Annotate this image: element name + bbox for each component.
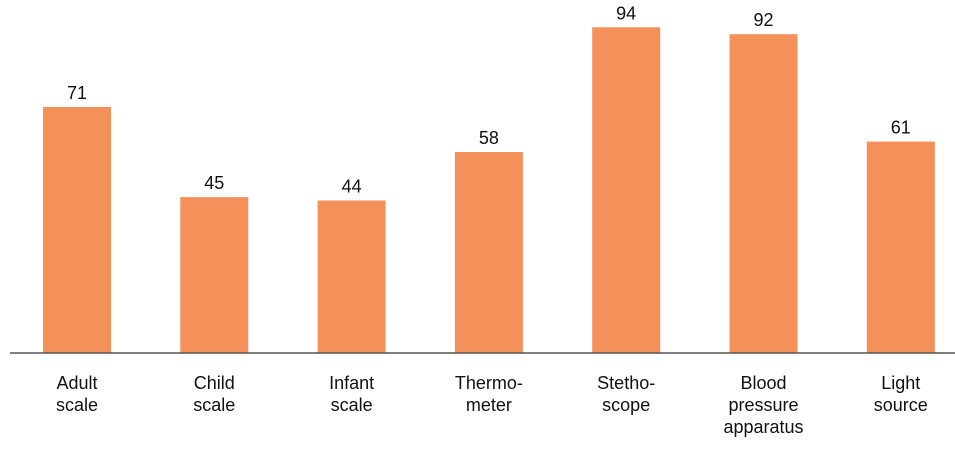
category-label-line: Blood xyxy=(740,373,786,393)
category-label-line: meter xyxy=(466,395,512,415)
bar xyxy=(317,200,386,353)
bars-group xyxy=(43,27,935,354)
category-label-line: Infant xyxy=(329,373,374,393)
category-label: Infant scale xyxy=(329,373,374,415)
category-label-line: pressure xyxy=(728,395,798,415)
category-label: Stetho-scope xyxy=(597,373,655,415)
bar-value-label: 92 xyxy=(753,10,773,30)
category-label-line: scope xyxy=(602,395,650,415)
bar xyxy=(454,152,523,353)
bar-value-label: 71 xyxy=(67,83,87,103)
bar-value-label: 45 xyxy=(204,173,224,193)
bar-value-label: 61 xyxy=(891,118,911,138)
bar-value-label: 94 xyxy=(616,3,636,23)
category-label-line: Child xyxy=(194,373,235,393)
bar-value-label: 44 xyxy=(342,177,362,197)
category-label-line: Stetho- xyxy=(597,373,655,393)
category-label-line: source xyxy=(874,395,928,415)
category-label: Thermo-meter xyxy=(455,373,523,415)
category-label-line: scale xyxy=(331,395,373,415)
category-label: Blood pressure apparatus xyxy=(723,373,803,437)
category-label-line: Light xyxy=(881,373,920,393)
category-label-line: scale xyxy=(193,395,235,415)
bar xyxy=(729,34,798,353)
category-label: Child scale xyxy=(193,373,235,415)
category-label: Adult scale xyxy=(56,373,98,415)
category-label-line: Thermo- xyxy=(455,373,523,393)
category-label-line: scale xyxy=(56,395,98,415)
bar xyxy=(866,141,935,353)
category-label-line: Adult xyxy=(56,373,97,393)
category-label: Light source xyxy=(874,373,928,415)
value-labels-group: 71 45 44 58 94 92 61 xyxy=(67,3,911,196)
bar xyxy=(592,27,661,354)
bar-value-label: 58 xyxy=(479,128,499,148)
bar xyxy=(180,197,249,353)
category-label-line: apparatus xyxy=(723,417,803,437)
bar xyxy=(43,107,111,353)
